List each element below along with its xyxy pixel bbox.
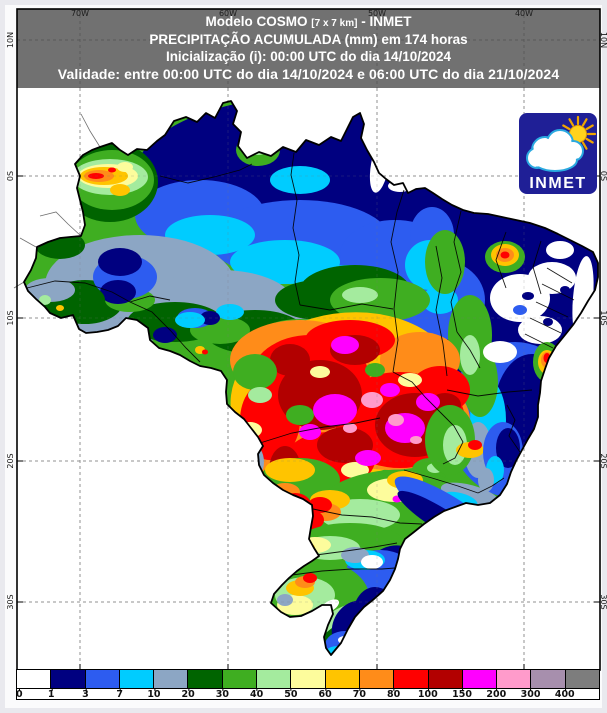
colorbar-tick-label-300: 300 bbox=[520, 688, 541, 700]
colorbar-tick-label-200: 200 bbox=[486, 688, 507, 700]
colorbar-cell-0 bbox=[17, 670, 52, 688]
colorbar-cell-300 bbox=[531, 670, 566, 688]
colorbar-cell-20 bbox=[188, 670, 223, 688]
colorbar-cell-60 bbox=[325, 670, 360, 688]
lat-label-left-10n: 10N bbox=[6, 32, 15, 48]
colorbar-cell-150 bbox=[462, 670, 498, 688]
lat-label-right-10n: 10N bbox=[599, 32, 607, 48]
colorbar-cell-100 bbox=[428, 670, 463, 688]
colorbar-tick-label-30: 30 bbox=[215, 688, 230, 700]
colorbar-cell-50 bbox=[291, 670, 326, 688]
brazil-outline bbox=[23, 100, 599, 656]
colorbar-tick-label-70: 70 bbox=[352, 688, 366, 700]
lon-label-60w: 60W bbox=[219, 9, 237, 18]
lat-label-right-20s: 20S bbox=[599, 453, 607, 468]
colorbar-tick-label-7: 7 bbox=[116, 688, 124, 700]
colorbar-cell-80 bbox=[394, 670, 429, 688]
colorbar-cell-400 bbox=[565, 670, 600, 688]
lat-label-left-0s: 0S bbox=[6, 171, 15, 181]
lat-label-left-30s: 30S bbox=[6, 594, 15, 609]
colorbar-cell-40 bbox=[257, 670, 292, 688]
lat-label-left-10s: 10S bbox=[6, 310, 15, 325]
colorbar-tick-label-50: 50 bbox=[284, 688, 298, 700]
colorbar-cell-1 bbox=[51, 670, 86, 688]
colorbar-tick-label-0: 0 bbox=[16, 688, 23, 700]
colorbar-cell-200 bbox=[497, 670, 532, 688]
colorbar-tick-label-10: 10 bbox=[147, 688, 161, 700]
lon-label-40w: 40W bbox=[515, 9, 533, 18]
axis-labels: 70W 60W 50W 40W 10N 0S 10S 20S 30S 10N 0… bbox=[6, 9, 607, 610]
header-band bbox=[17, 9, 600, 88]
colorbar-cell-3 bbox=[85, 670, 120, 688]
cloud-icon bbox=[526, 129, 584, 172]
state-borders bbox=[26, 152, 575, 576]
colorbar-labels: 0 1 3 7 10 20 30 40 50 60 70 80 100 150 200 300 400 bbox=[16, 688, 599, 700]
map-gridlines-overlay bbox=[17, 88, 600, 670]
lat-label-right-30s: 30S bbox=[599, 594, 607, 609]
colorbar-tick-label-40: 40 bbox=[250, 688, 264, 700]
colorbar-legend: 0 1 3 7 10 20 30 40 50 60 70 80 100 150 200 300 400 bbox=[16, 669, 600, 700]
colorbar-tick-label-60: 60 bbox=[318, 688, 332, 700]
header-gridlines bbox=[17, 9, 600, 88]
colorbar-cells bbox=[17, 670, 600, 689]
lon-label-70w: 70W bbox=[71, 9, 89, 18]
colorbar-tick-label-3: 3 bbox=[82, 688, 89, 700]
inmet-logo: INMET bbox=[519, 113, 597, 194]
colorbar-cell-10 bbox=[154, 670, 189, 688]
foreign-borders bbox=[13, 113, 101, 289]
lat-label-right-10s: 10S bbox=[599, 310, 607, 325]
colorbar-tick-label-150: 150 bbox=[452, 688, 472, 700]
lat-label-left-20s: 20S bbox=[6, 453, 15, 468]
colorbar-tick-label-20: 20 bbox=[181, 688, 195, 700]
colorbar-cell-70 bbox=[359, 670, 395, 688]
colorbar-tick-label-80: 80 bbox=[386, 688, 401, 700]
colorbar-tick-label-100: 100 bbox=[417, 688, 438, 700]
colorbar-cell-30 bbox=[222, 670, 258, 688]
lon-label-50w: 50W bbox=[368, 9, 386, 18]
inmet-logo-text: INMET bbox=[529, 175, 586, 192]
colorbar-tick-label-1: 1 bbox=[47, 688, 55, 700]
lat-label-right-0s: 0S bbox=[599, 171, 607, 181]
colorbar-cell-7 bbox=[119, 670, 155, 688]
colorbar-tick-label-400: 400 bbox=[554, 688, 575, 700]
